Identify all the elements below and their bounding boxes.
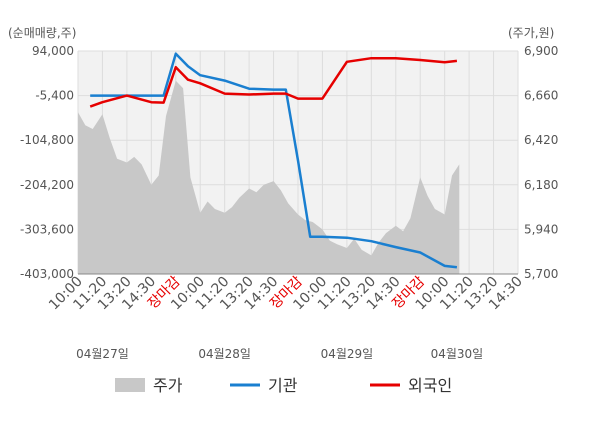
right-axis-title: (주가,원) [508,26,554,40]
right-tick-label: 6,900 [524,44,558,58]
legend-label: 외국인 [408,376,452,395]
right-tick-label: 6,180 [524,178,558,192]
price-area-layer [78,80,460,274]
price-area [78,80,460,274]
legend-label: 기관 [268,376,298,395]
date-label: 04월28일 [198,347,251,361]
left-axis-ticks: 94,000 -5,400 -104,800 -204,200 -303,600 -403… [20,44,74,281]
date-label: 04월30일 [431,347,484,361]
left-tick-label: -204,200 [20,178,74,192]
line-layer [89,52,458,269]
x-axis-ticks: 10:0011:2013:2014:30장마감10:0011:2013:2014… [46,273,526,313]
foreigner-line [89,56,458,108]
date-labels: 04월27일 04월28일 04월29일 04월30일 [76,347,483,361]
legend-swatch-price [115,378,145,392]
left-tick-label: -5,400 [35,89,74,103]
right-tick-label: 6,420 [524,133,558,147]
left-tick-label: -303,600 [20,222,74,236]
left-tick-label: 94,000 [32,44,74,58]
date-label: 04월27일 [76,347,129,361]
date-label: 04월29일 [321,347,374,361]
right-tick-label: 5,700 [524,267,558,281]
legend: 주가 기관 외국인 [115,376,452,395]
right-tick-label: 5,940 [524,222,558,236]
legend-label: 주가 [153,376,183,395]
left-tick-label: -403,000 [20,267,74,281]
right-axis-ticks: 6,900 6,660 6,420 6,180 5,940 5,700 [524,44,558,281]
institution-line [90,52,458,269]
left-tick-label: -104,800 [20,133,74,147]
left-axis-title: (순매매량,주) [8,26,76,40]
right-tick-label: 6,660 [524,89,558,103]
